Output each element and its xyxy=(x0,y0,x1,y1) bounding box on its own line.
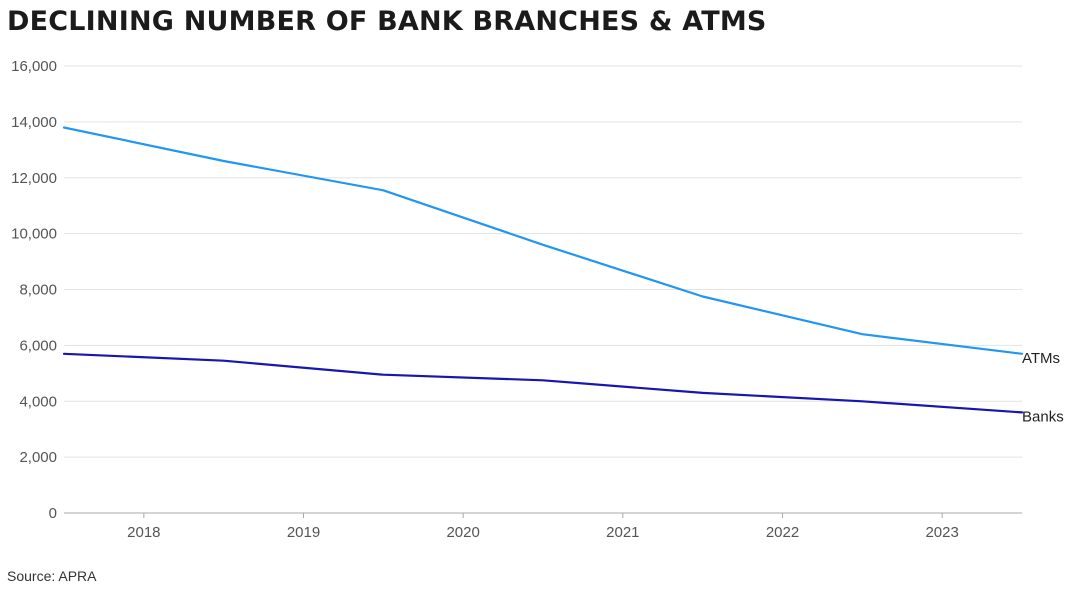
y-tick-label: 8,000 xyxy=(19,282,57,299)
series-labels: ATMs Banks xyxy=(1022,350,1064,426)
x-tick-label: 2020 xyxy=(446,524,479,541)
x-tick-label: 2022 xyxy=(766,524,799,541)
y-tick-label: 10,000 xyxy=(11,226,57,243)
y-tick-label: 6,000 xyxy=(19,337,57,354)
x-tick-label: 2018 xyxy=(127,524,160,541)
x-tick-label: 2019 xyxy=(287,524,320,541)
banks-series-label: Banks xyxy=(1022,408,1064,425)
atms-series-label: ATMs xyxy=(1022,350,1060,367)
y-tick-label: 12,000 xyxy=(11,170,57,187)
source-note: Source: APRA xyxy=(7,568,97,584)
gridlines xyxy=(64,65,1022,514)
y-tick-label: 4,000 xyxy=(19,393,57,410)
banks-series-line xyxy=(62,352,1024,414)
y-tick-label: 2,000 xyxy=(19,449,57,466)
y-tick-label: 14,000 xyxy=(11,114,57,131)
x-axis-ticks: 2018 2019 2020 2021 2022 2023 xyxy=(127,513,959,541)
atms-series-line xyxy=(62,126,1024,355)
x-tick-label: 2021 xyxy=(606,524,639,541)
y-tick-label: 16,000 xyxy=(11,58,57,75)
y-axis-ticks: 0 2,000 4,000 6,000 8,000 10,000 12,000 14,000 1… xyxy=(11,58,57,522)
chart-title: DECLINING NUMBER OF BANK BRANCHES & ATMS xyxy=(7,6,767,37)
y-tick-label: 0 xyxy=(49,505,57,522)
x-tick-label: 2023 xyxy=(925,524,958,541)
series-lines xyxy=(62,126,1024,414)
